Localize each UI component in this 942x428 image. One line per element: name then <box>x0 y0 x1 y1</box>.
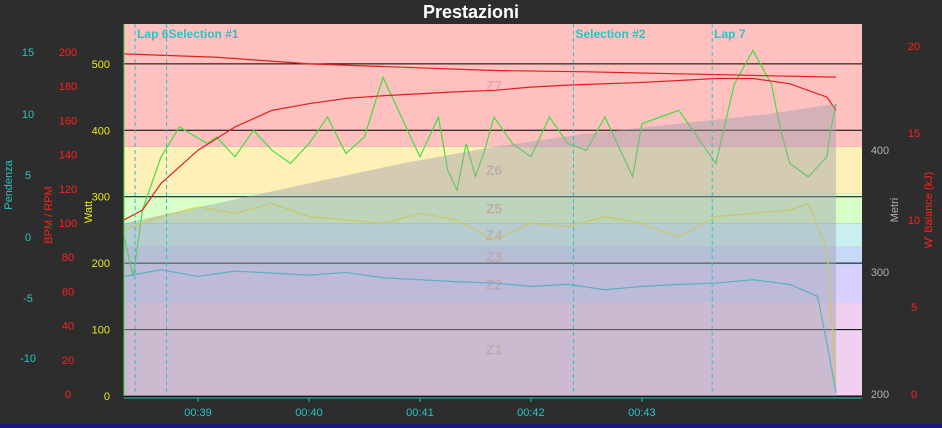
watt-tick: 0 <box>104 391 110 403</box>
zone-band <box>124 223 862 247</box>
bpm-tick: 100 <box>59 218 77 230</box>
bpm-tick: 80 <box>62 252 74 264</box>
zone-band <box>124 24 862 147</box>
zone-label: Z2 <box>486 277 503 293</box>
pendenza-tick: 5 <box>25 170 31 182</box>
x-tick-label: 00:41 <box>406 407 434 419</box>
wbal-tick: 15 <box>908 128 920 140</box>
pendenza-tick: 0 <box>25 232 31 244</box>
bpm-tick: 40 <box>62 321 74 333</box>
bpm-tick: 60 <box>62 286 74 298</box>
watt-tick: 400 <box>92 125 110 137</box>
series-line <box>123 202 837 383</box>
bpm-tick: 120 <box>59 184 77 196</box>
pendenza-tick: -5 <box>23 293 33 305</box>
pendenza-tick: 15 <box>22 47 34 59</box>
x-tick-label: 00:39 <box>184 407 212 419</box>
x-tick-label: 00:40 <box>295 407 323 419</box>
zone-label: Z1 <box>486 342 503 358</box>
zone-label: Z6 <box>486 162 503 178</box>
bpm-tick: 200 <box>59 47 77 59</box>
series-line <box>123 49 837 277</box>
wbal-tick: 5 <box>911 302 917 314</box>
chart-title: Prestazioni <box>423 2 519 22</box>
pendenza-tick: 10 <box>22 109 34 121</box>
zone-band <box>124 246 862 267</box>
watt-tick: 100 <box>92 325 110 337</box>
pendenza-axis-label: Pendenza <box>3 159 15 209</box>
marker-label: Lap 7 <box>714 27 746 41</box>
bpm-tick: 140 <box>59 150 77 162</box>
wbal-axis-label: W' Balance (kJ) <box>923 172 935 249</box>
watt-tick: 300 <box>92 192 110 204</box>
zone-band <box>124 266 862 303</box>
wbal-tick: 0 <box>911 389 917 401</box>
zone-band <box>124 193 862 224</box>
zone-band <box>124 146 862 194</box>
zone-label: Z3 <box>486 249 503 265</box>
bottom-strip <box>0 424 942 428</box>
metri-tick: 300 <box>871 267 889 279</box>
metri-axis-label: Metri <box>889 198 901 222</box>
zone-band <box>124 303 862 396</box>
x-tick-label: 00:43 <box>628 407 656 419</box>
watt-axis-label: Watt <box>83 201 95 223</box>
marker-label: Lap 6 <box>137 27 169 41</box>
metri-tick: 200 <box>871 389 889 401</box>
metri-tick: 400 <box>871 145 889 157</box>
series-line <box>123 77 837 221</box>
bpm-tick: 180 <box>59 81 77 93</box>
series-line <box>123 53 837 78</box>
bpm-tick: 20 <box>62 355 74 367</box>
marker-label: Selection #2 <box>575 27 645 41</box>
pendenza-tick: -10 <box>20 353 36 365</box>
bpm-axis-label: BPM / RPM <box>43 186 55 243</box>
zone-label: Z4 <box>486 227 503 243</box>
bpm-tick: 160 <box>59 115 77 127</box>
wbal-tick: 20 <box>908 41 920 53</box>
wbal-tick: 10 <box>908 215 920 227</box>
bpm-tick: 0 <box>65 389 71 401</box>
watt-tick: 500 <box>92 59 110 71</box>
watt-tick: 200 <box>92 258 110 270</box>
series-area-metri <box>124 103 837 396</box>
marker-label: Selection #1 <box>169 27 239 41</box>
series-line <box>123 269 837 393</box>
x-tick-label: 00:42 <box>517 407 545 419</box>
zone-label: Z5 <box>486 200 503 216</box>
